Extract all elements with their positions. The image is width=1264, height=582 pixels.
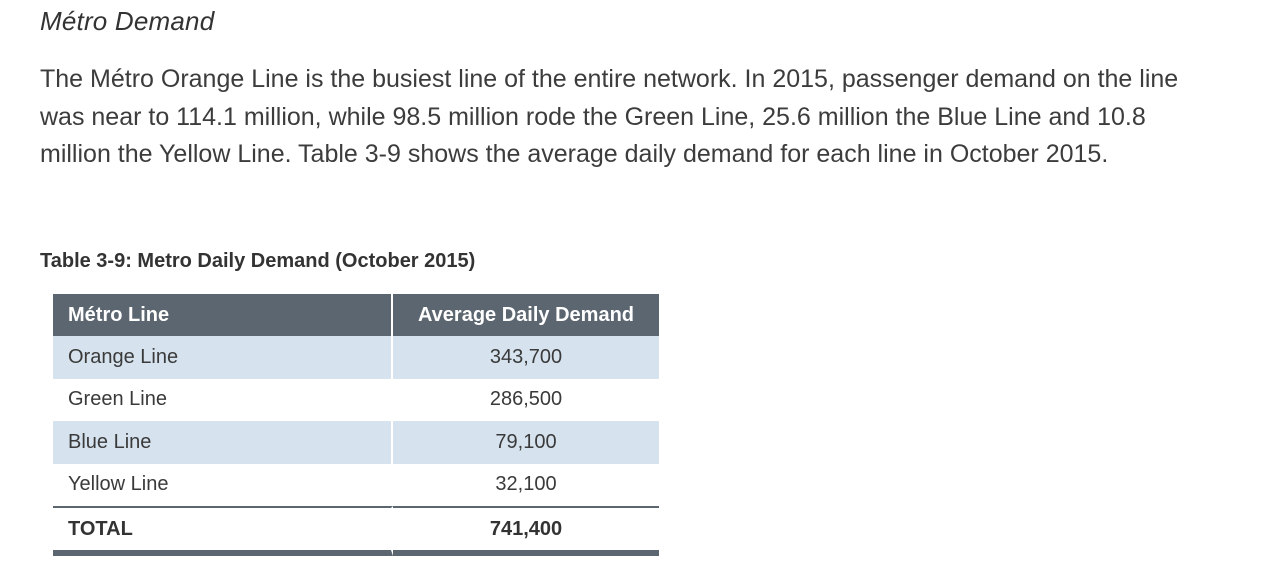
header-average-daily-demand: Average Daily Demand [393,294,659,336]
demand-table: Métro Line Average Daily Demand Orange L… [53,294,659,556]
header-metro-line: Métro Line [53,294,393,336]
body-paragraph: The Métro Orange Line is the busiest lin… [40,65,1179,168]
row-demand-value: 286,500 [489,388,563,411]
total-value: 741,400 [393,506,659,556]
row-demand-value: 32,100 [495,473,557,496]
demand-table-container: Métro Line Average Daily Demand Orange L… [53,294,659,556]
table-row: Orange Line 343,700 [53,336,659,379]
table-row: Yellow Line 32,100 [53,463,659,506]
row-line-name: Orange Line [53,336,393,379]
table-header-row: Métro Line Average Daily Demand [53,294,659,336]
row-line-name: Yellow Line [53,463,393,506]
table-caption: Table 3-9: Metro Daily Demand (October 2… [40,250,476,272]
total-label: TOTAL [53,506,393,556]
table-row: Blue Line 79,100 [53,421,659,464]
row-line-name: Blue Line [53,421,393,464]
row-demand-value: 79,100 [393,421,659,464]
row-demand-value: 343,700 [393,336,659,379]
table-total-row: TOTAL 741,400 [53,506,659,556]
section-heading: Métro Demand [40,6,215,36]
table-row: Green Line 286,500 [53,378,659,421]
row-line-name: Green Line [53,378,393,421]
